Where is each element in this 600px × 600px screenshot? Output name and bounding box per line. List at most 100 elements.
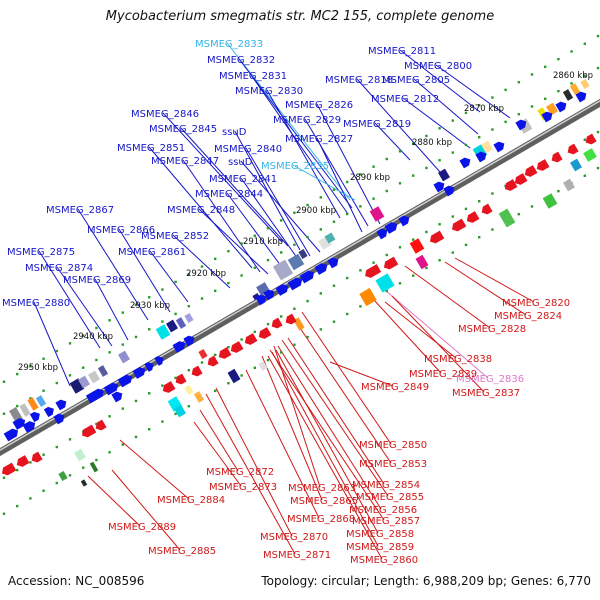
reverse-gene-arrow: [244, 333, 258, 345]
label-leader-line: [180, 127, 289, 247]
reverse-gene-arrow: [81, 424, 97, 438]
scale-dot: [438, 127, 441, 130]
scale-dot: [280, 315, 283, 318]
label-leader-line: [304, 118, 369, 227]
forward-gene-arrow: [183, 335, 195, 347]
map-title: Mycobacterium smegmatis str. MC2 155, co…: [105, 9, 495, 24]
gene-label: MSMEG_2863: [288, 483, 356, 494]
scale-dot: [95, 326, 98, 330]
scale-dot: [16, 504, 19, 508]
scale-dot: [16, 404, 19, 408]
gene-label: MSMEG_2845: [149, 124, 217, 135]
feature-block: [19, 403, 31, 417]
feature-block: [359, 287, 377, 307]
label-leader-line: [111, 469, 181, 551]
scale-dot: [108, 351, 111, 354]
reverse-gene-arrow: [466, 211, 480, 223]
scale-dot: [161, 420, 164, 423]
gene-label: MSMEG_2869: [63, 275, 131, 286]
scale-dot: [464, 111, 468, 115]
gene-label: MSMEG_2828: [458, 324, 526, 335]
gene-label: MSMEG_2841: [209, 174, 277, 185]
scale-dot: [398, 182, 402, 185]
forward-gene-arrow: [117, 374, 133, 388]
label-leader-line: [391, 295, 485, 393]
scale-dot: [121, 343, 124, 346]
gene-label: MSMEG_2812: [371, 94, 439, 105]
label-leader-line: [374, 122, 411, 161]
feature-block: [583, 148, 597, 162]
scale-dot: [253, 234, 256, 238]
reverse-gene-arrow: [481, 203, 493, 215]
gene-label: MSMEG_2833: [195, 39, 263, 50]
gene-label: MSMEG_2831: [219, 71, 287, 82]
label-leader-line: [269, 349, 385, 521]
forward-gene-arrow: [275, 284, 289, 296]
gene-label: MSMEG_2884: [157, 495, 225, 506]
feature-block: [97, 365, 109, 377]
feature-block: [155, 324, 171, 340]
forward-gene-arrow: [144, 362, 154, 372]
forward-gene-arrow: [255, 294, 267, 306]
scale-dot: [332, 284, 336, 287]
forward-gene-arrow: [287, 277, 303, 291]
scale-label: 2940 kbp: [73, 332, 113, 342]
feature-block: [193, 391, 205, 403]
scale-dot: [253, 330, 256, 334]
gene-label: MSMEG_2857: [352, 516, 420, 527]
gene-label: MSMEG_2800: [404, 61, 472, 72]
gene-label: MSMEG_2889: [108, 522, 176, 533]
scale-dot: [346, 180, 349, 184]
scale-dot: [412, 142, 415, 145]
label-leader-line: [316, 137, 363, 233]
scale-label: 2880 kbp: [412, 138, 452, 148]
scale-dot: [517, 212, 520, 216]
scale-dot: [266, 258, 270, 262]
feature-block: [198, 349, 208, 359]
forward-gene-arrow: [384, 222, 398, 234]
scale-dot: [82, 334, 85, 337]
scale-dot: [29, 397, 32, 400]
scale-dot: [293, 211, 296, 214]
scale-dot: [55, 381, 58, 385]
scale-dot: [425, 166, 428, 170]
scale-dot: [306, 203, 309, 207]
forward-gene-arrow: [493, 141, 505, 153]
label-leader-line: [301, 311, 392, 445]
scale-dot: [332, 320, 336, 323]
feature-block: [88, 370, 100, 384]
scale-dot: [306, 335, 309, 339]
label-leader-line: [287, 337, 385, 485]
scale-dot: [16, 468, 19, 472]
scale-dot: [266, 226, 270, 230]
scale-dot: [464, 143, 468, 147]
forward-gene-arrow: [132, 367, 146, 379]
scale-dot: [544, 97, 547, 101]
gene-label: MSMEG_2885: [148, 546, 216, 557]
scale-dot: [491, 228, 494, 231]
scale-dot: [319, 228, 322, 231]
reverse-gene-arrow: [95, 419, 107, 431]
feature-block: [175, 317, 187, 329]
scale-dot: [517, 112, 520, 116]
scale-dot: [161, 288, 164, 291]
scale-dot: [187, 273, 190, 276]
scale-dot: [451, 215, 454, 218]
reverse-gene-arrow: [271, 317, 283, 329]
scale-dot: [319, 196, 322, 199]
scale-dot: [214, 389, 217, 393]
forward-gene-arrow: [55, 399, 67, 411]
scale-dot: [174, 312, 177, 316]
scale-dot: [438, 259, 441, 262]
scale-dot: [530, 73, 534, 76]
gene-label: MSMEG_2870: [260, 532, 328, 543]
feature-block: [69, 378, 85, 394]
scale-dot: [134, 335, 138, 339]
gene-label: MSMEG_2875: [7, 247, 75, 258]
label-leader-line: [148, 146, 253, 269]
label-leader-line: [87, 475, 141, 527]
scale-dot: [55, 349, 58, 353]
scale-dot: [240, 374, 243, 377]
scale-dot: [82, 366, 85, 369]
label-leader-line: [226, 192, 285, 271]
